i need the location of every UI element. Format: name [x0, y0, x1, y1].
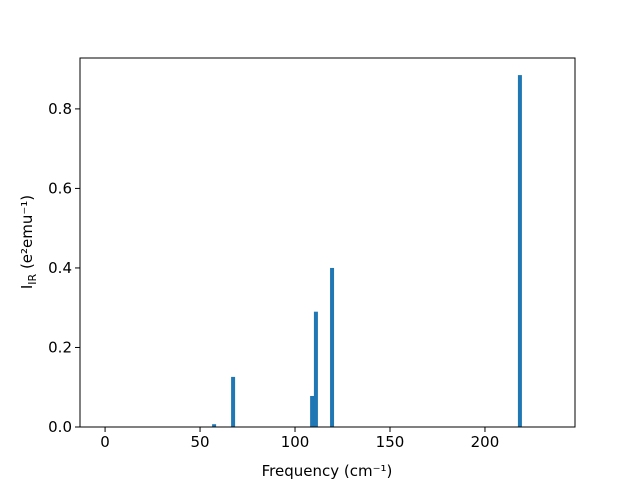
bar — [212, 424, 217, 427]
y-label-rest: (e²emu⁻¹) — [18, 195, 36, 274]
y-tick-label: 0.0 — [48, 418, 72, 436]
bar — [310, 395, 315, 427]
x-tick-label: 50 — [190, 433, 209, 451]
x-tick-label: 150 — [376, 433, 405, 451]
bar — [313, 311, 318, 427]
y-tick-label: 0.8 — [48, 100, 72, 118]
x-tick-label: 100 — [281, 433, 310, 451]
bar — [517, 75, 522, 428]
y-tick-label: 0.6 — [48, 179, 72, 197]
x-tick-label: 0 — [100, 433, 110, 451]
x-tick-label: 200 — [471, 433, 500, 451]
y-tick-label: 0.4 — [48, 259, 72, 277]
y-tick-label: 0.2 — [48, 338, 72, 356]
x-axis-label: Frequency (cm⁻¹) — [262, 462, 393, 480]
y-label-main: I — [18, 285, 36, 289]
bar — [330, 267, 335, 427]
y-axis-label: IIR (e²emu⁻¹) — [18, 195, 39, 289]
plot-frame — [79, 57, 576, 428]
y-label-sub: IR — [26, 273, 39, 284]
bar — [231, 376, 236, 427]
